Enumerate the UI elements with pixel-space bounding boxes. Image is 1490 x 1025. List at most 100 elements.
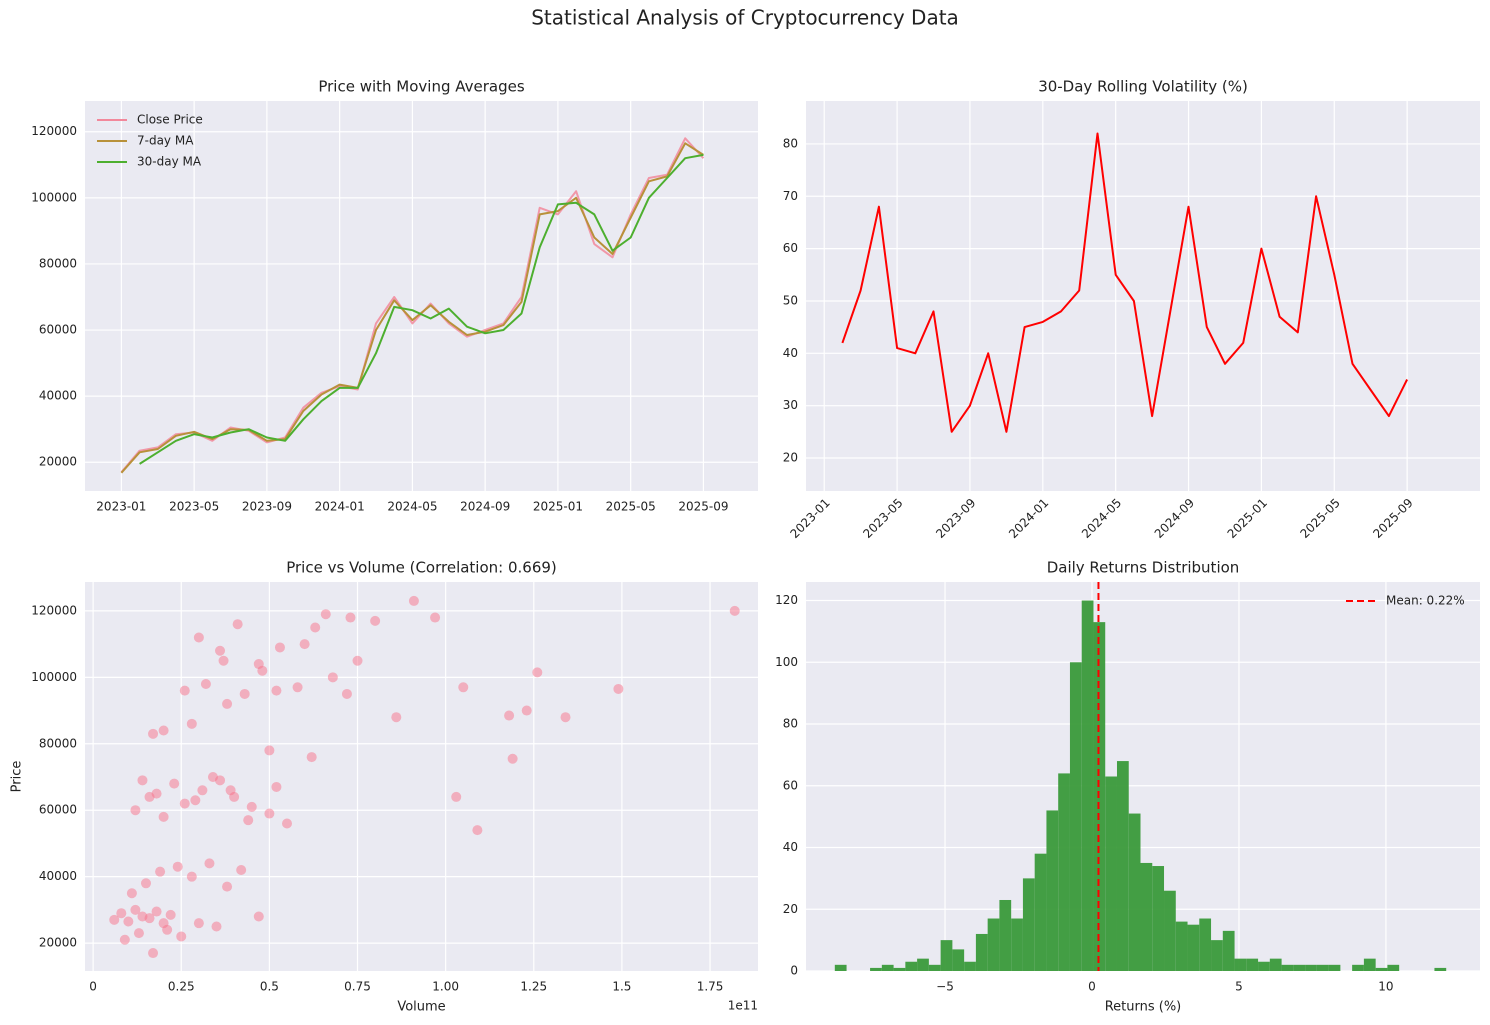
bar	[1246, 958, 1259, 971]
point	[179, 798, 190, 809]
legend-label: Mean: 0.22%	[1386, 594, 1465, 608]
point	[341, 688, 352, 699]
subplot-title: Price with Moving Averages	[318, 78, 525, 96]
y-tick-label: 120	[775, 593, 798, 607]
bar	[1022, 878, 1035, 971]
point	[264, 745, 275, 756]
bar	[1175, 921, 1188, 971]
y-tick-label: 20000	[39, 455, 77, 469]
point	[144, 913, 155, 924]
x-tick-label: 2025-05	[1298, 496, 1343, 541]
x-tick-label: 1.25	[520, 980, 547, 994]
bar	[1363, 958, 1376, 971]
bar	[975, 933, 988, 971]
x-tick-label: 1.00	[432, 980, 459, 994]
bar	[1352, 964, 1364, 971]
point	[204, 858, 215, 869]
point	[299, 639, 310, 650]
point	[370, 615, 381, 626]
subplot: Daily Returns Distribution02040608010012…	[775, 559, 1480, 1015]
point	[504, 710, 515, 721]
point	[282, 818, 293, 829]
point	[148, 728, 159, 739]
point	[408, 595, 419, 606]
bar	[870, 967, 882, 971]
y-tick-label: 80	[783, 136, 798, 150]
bar	[1316, 964, 1329, 971]
point	[222, 881, 233, 892]
y-tick-label: 50	[783, 293, 798, 307]
bar	[1434, 967, 1447, 971]
point	[200, 678, 211, 689]
y-tick-label: 120000	[31, 603, 77, 617]
x-tick-label: 1.75	[697, 980, 724, 994]
plot-area	[85, 101, 758, 491]
subplot-title: 30-Day Rolling Volatility (%)	[1038, 78, 1248, 96]
bar	[1069, 662, 1082, 971]
x-tick-label: 2025-09	[678, 500, 728, 514]
point	[130, 904, 141, 915]
point	[253, 659, 264, 670]
subplot: Price vs Volume (Correlation: 0.669) 2000…	[10, 559, 758, 1015]
bar	[999, 899, 1012, 971]
point	[172, 861, 183, 872]
point	[140, 878, 151, 889]
y-axis-label: Price	[10, 761, 25, 793]
bar	[1058, 773, 1070, 971]
y-tick-label: 80000	[39, 736, 77, 750]
y-tick-label: 60000	[39, 323, 77, 337]
point	[613, 683, 624, 694]
point	[215, 645, 226, 656]
series-line	[841, 132, 1408, 433]
point	[130, 805, 141, 816]
y-tick-label: 40	[783, 346, 798, 360]
point	[116, 908, 127, 919]
point	[243, 815, 254, 826]
x-tick-label: 2024-05	[387, 500, 437, 514]
legend-label: Close Price	[137, 113, 203, 127]
bar	[881, 964, 894, 971]
legend: Mean: 0.22%	[1346, 594, 1465, 608]
point	[123, 916, 134, 927]
point	[193, 632, 204, 643]
subplot-title: Daily Returns Distribution	[1047, 559, 1240, 577]
x-tick-label: 0.75	[344, 980, 371, 994]
point	[264, 808, 275, 819]
point	[271, 781, 282, 792]
bar	[1199, 918, 1212, 971]
point	[190, 795, 201, 806]
y-tick-label: 30	[783, 398, 798, 412]
point	[458, 682, 469, 693]
series-line	[139, 153, 704, 465]
bar	[1234, 958, 1247, 971]
x-tick-label: 2025-05	[606, 500, 656, 514]
bar	[834, 964, 847, 971]
point	[126, 888, 137, 899]
bar	[1328, 964, 1341, 971]
point	[246, 801, 257, 812]
point	[186, 718, 197, 729]
bar	[1258, 961, 1270, 971]
x-tick-label: −5	[936, 980, 954, 994]
point	[148, 948, 159, 959]
x-tick-label: 2023-01	[787, 496, 832, 541]
bar	[893, 967, 906, 971]
y-tick-label: 60	[783, 778, 798, 792]
x-tick-label: 2024-09	[1152, 496, 1197, 541]
bar	[1187, 924, 1200, 971]
x-tick-label: 2023-01	[96, 500, 146, 514]
point	[239, 688, 250, 699]
bar	[1211, 940, 1223, 971]
point	[155, 866, 166, 877]
x-tick-label: 2023-05	[860, 496, 905, 541]
y-tick-label: 40000	[39, 389, 77, 403]
point	[133, 928, 144, 939]
point	[176, 931, 187, 942]
subplot: Price with Moving Averages 20000 40000 6000…	[31, 78, 758, 514]
bar	[987, 918, 1000, 971]
bar	[1046, 810, 1059, 971]
x-tick-label: 2024-01	[315, 500, 365, 514]
legend-label: 7-day MA	[137, 134, 194, 148]
